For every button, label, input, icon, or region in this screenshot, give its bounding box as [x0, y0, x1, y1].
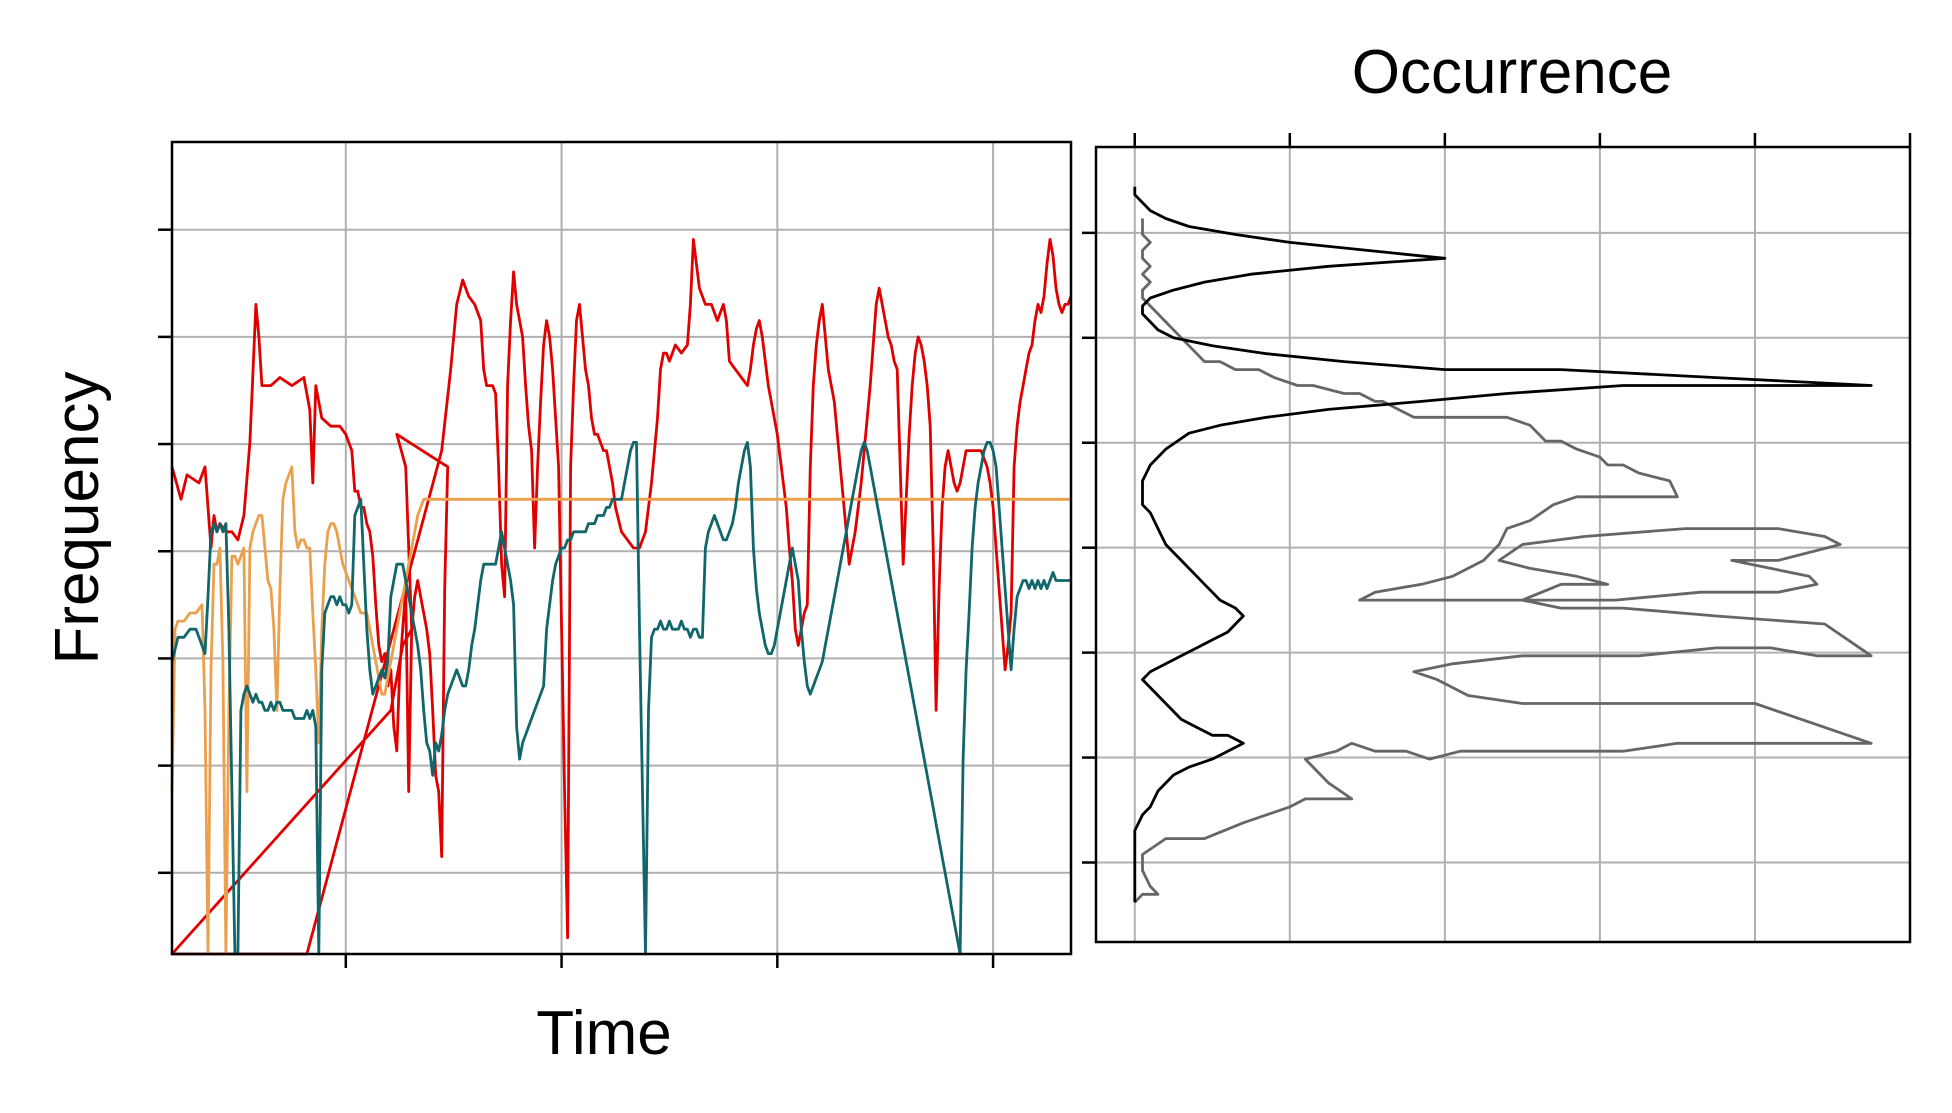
left-series-line-0 — [170, 238, 1073, 956]
right-plot: Occurrence — [1082, 38, 1912, 944]
right-series-line-1 — [1133, 186, 1873, 903]
left-ticks — [158, 228, 995, 968]
right-plot-frame — [1094, 145, 1912, 944]
left-series-line-2 — [170, 441, 1071, 956]
left-series-group — [170, 238, 1073, 956]
left-plot-frame — [170, 140, 1073, 956]
x-axis-label: Time — [536, 999, 671, 1068]
occurrence-title: Occurrence — [1352, 38, 1672, 107]
right-grid — [1096, 147, 1910, 942]
left-plot: Time Frequency — [43, 140, 1073, 1068]
right-series-line-0 — [1133, 218, 1873, 904]
right-series-group — [1133, 186, 1873, 904]
y-axis-label: Frequency — [43, 372, 112, 665]
left-series-line-1 — [170, 465, 1071, 956]
right-ticks — [1082, 133, 1912, 864]
